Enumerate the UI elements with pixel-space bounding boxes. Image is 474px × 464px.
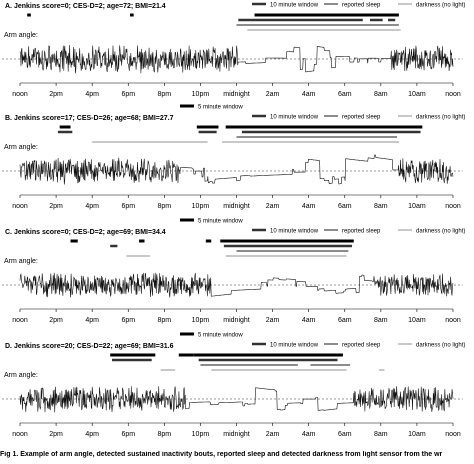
x-tick-label: 4pm: [85, 431, 99, 438]
x-tick-label: 6pm: [121, 91, 135, 98]
x-tick-label: noon: [445, 91, 461, 98]
panel-b: B. Jenkins score=17; CES-D=26; age=68; B…: [2, 104, 465, 210]
x-tick-label: 2pm: [49, 91, 63, 98]
legend-label-window5: 5 minute window: [198, 219, 243, 225]
legend-label-window10: 10 minute window: [270, 229, 319, 235]
arm-angle-label: Arm angle:: [4, 32, 38, 39]
legend-label-sleep: reported sleep: [342, 343, 381, 349]
x-tick-label: 6pm: [121, 431, 135, 438]
legend-label-dark: darkness (no light): [416, 115, 465, 121]
legend-label-sleep: reported sleep: [342, 3, 381, 9]
x-tick-label: 2am: [266, 317, 280, 324]
x-tick-label: noon: [12, 431, 28, 438]
x-tick-label: midnight: [223, 91, 250, 98]
x-tick-label: 8am: [374, 317, 388, 324]
x-tick-label: 8pm: [158, 431, 172, 438]
arm-angle-label: Arm angle:: [4, 144, 38, 151]
x-tick-label: 10pm: [192, 317, 210, 324]
figure-caption: Fig 1. Example of arm angle, detected su…: [0, 451, 443, 458]
x-tick-label: 10am: [408, 203, 426, 210]
x-tick-label: 4am: [302, 431, 316, 438]
arm-angle-signal: [19, 386, 454, 413]
panel-c: C. Jenkins score=0; CES-D=2; age=69; BMI…: [2, 218, 465, 324]
x-tick-label: midnight: [223, 317, 250, 324]
x-tick-label: 6am: [338, 91, 352, 98]
legend-label-window5: 5 minute window: [198, 333, 243, 339]
legend-label-sleep: reported sleep: [342, 229, 381, 235]
x-tick-label: noon: [12, 203, 28, 210]
x-tick-label: 2pm: [49, 431, 63, 438]
x-tick-label: 6am: [338, 203, 352, 210]
x-tick-label: 6am: [338, 317, 352, 324]
x-tick-label: 8pm: [158, 91, 172, 98]
x-tick-label: 10am: [408, 317, 426, 324]
x-tick-label: midnight: [223, 203, 250, 210]
legend-label-window10: 10 minute window: [270, 343, 319, 349]
x-tick-label: 2am: [266, 203, 280, 210]
legend-label-window10: 10 minute window: [270, 3, 319, 9]
x-tick-label: noon: [445, 431, 461, 438]
x-tick-label: noon: [445, 317, 461, 324]
legend-label-window5: 5 minute window: [198, 105, 243, 111]
x-tick-label: 8pm: [158, 317, 172, 324]
x-tick-label: 2pm: [49, 203, 63, 210]
x-tick-label: 2am: [266, 431, 280, 438]
x-tick-label: 8am: [374, 91, 388, 98]
arm-angle-label: Arm angle:: [4, 372, 38, 379]
legend-label-sleep: reported sleep: [342, 115, 381, 121]
arm-angle-signal: [19, 44, 454, 74]
arm-angle-signal: [19, 272, 454, 298]
panel-d: D. Jenkins score=20; CES-D=22; age=69; B…: [2, 332, 465, 438]
x-tick-label: 8am: [374, 431, 388, 438]
x-tick-label: 2am: [266, 91, 280, 98]
x-tick-label: midnight: [223, 431, 250, 438]
x-tick-label: 6am: [338, 431, 352, 438]
legend-label-window10: 10 minute window: [270, 115, 319, 121]
legend-label-dark: darkness (no light): [416, 229, 465, 235]
x-tick-label: noon: [445, 203, 461, 210]
x-tick-label: 4pm: [85, 317, 99, 324]
arm-angle-label: Arm angle:: [4, 258, 38, 265]
x-tick-label: 10pm: [192, 91, 210, 98]
x-tick-label: 4pm: [85, 203, 99, 210]
panel-title: B. Jenkins score=17; CES-D=26; age=68; B…: [5, 115, 174, 122]
panel-title: D. Jenkins score=20; CES-D=22; age=69; B…: [5, 343, 174, 350]
x-tick-label: 4pm: [85, 91, 99, 98]
legend-label-dark: darkness (no light): [416, 3, 465, 9]
x-tick-label: 10pm: [192, 203, 210, 210]
legend-label-dark: darkness (no light): [416, 343, 465, 349]
x-tick-label: 2pm: [49, 317, 63, 324]
arm-angle-signal: [19, 154, 454, 185]
x-tick-label: noon: [12, 317, 28, 324]
panel-a: A. Jenkins score=0; CES-D=2; age=72; BMI…: [2, 3, 465, 98]
x-tick-label: 4am: [302, 317, 316, 324]
x-tick-label: 10am: [408, 91, 426, 98]
x-tick-label: 4am: [302, 203, 316, 210]
x-tick-label: 8am: [374, 203, 388, 210]
x-tick-label: 10pm: [192, 431, 210, 438]
x-tick-label: 4am: [302, 91, 316, 98]
panel-title: C. Jenkins score=0; CES-D=2; age=69; BMI…: [5, 229, 166, 236]
panel-title: A. Jenkins score=0; CES-D=2; age=72; BMI…: [5, 3, 166, 10]
x-tick-label: 10am: [408, 431, 426, 438]
x-tick-label: 6pm: [121, 317, 135, 324]
x-tick-label: 6pm: [121, 203, 135, 210]
x-tick-label: 8pm: [158, 203, 172, 210]
x-tick-label: noon: [12, 91, 28, 98]
